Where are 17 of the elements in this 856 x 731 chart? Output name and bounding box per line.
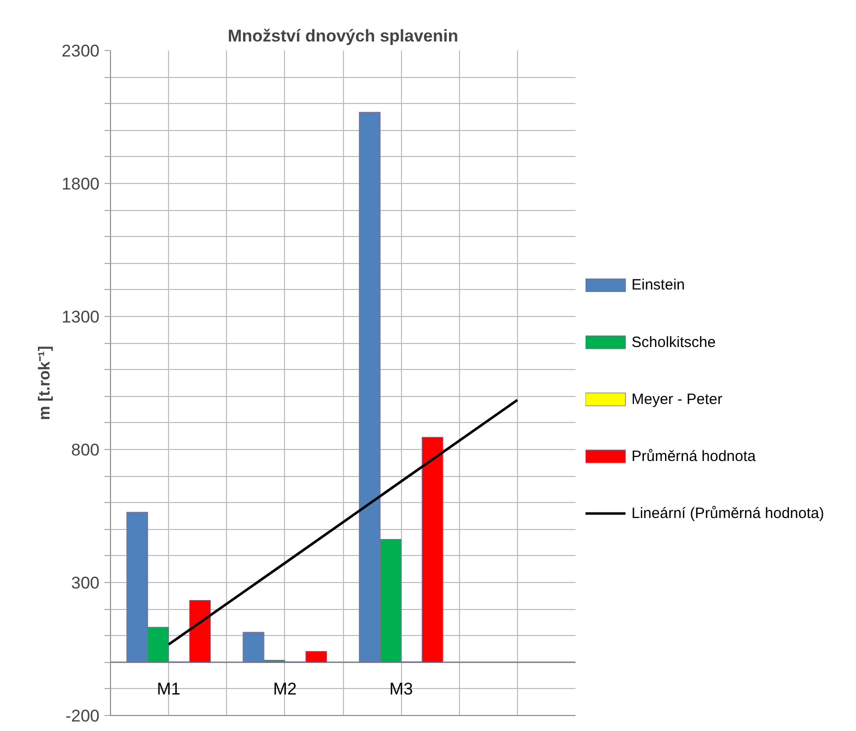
y-tick-label: 800 bbox=[71, 440, 100, 460]
y-tick-label: 2300 bbox=[62, 42, 100, 60]
line-series bbox=[167, 398, 519, 646]
legend-label: Lineární (Průměrná hodnota) bbox=[632, 505, 824, 522]
x-tick-label: M3 bbox=[389, 679, 413, 698]
x-tick-label: M2 bbox=[273, 679, 297, 698]
y-axis-title: m [t.rok⁻¹] bbox=[36, 346, 54, 420]
legend-label: Einstein bbox=[632, 276, 685, 294]
y-tick-label: 300 bbox=[71, 574, 100, 592]
chart-title: Množství dnových splavenin bbox=[228, 26, 458, 46]
y-tick-label: -200 bbox=[65, 706, 100, 726]
legend-label: Scholkitsche bbox=[632, 334, 716, 351]
x-tick-label: M1 bbox=[156, 679, 180, 698]
legend-label: Průměrná hodnota bbox=[632, 448, 756, 465]
y-tick-label: 1300 bbox=[62, 308, 100, 326]
y-tick-label: 1800 bbox=[62, 174, 100, 194]
legend-label: Meyer - Peter bbox=[632, 390, 722, 408]
